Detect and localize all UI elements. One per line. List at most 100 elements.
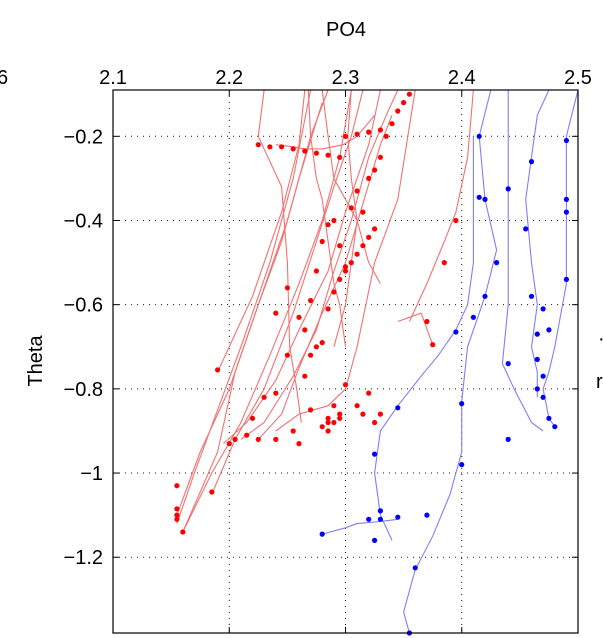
x-axis-partial-left-label: 6: [0, 67, 8, 89]
blue-series-line: [542, 89, 579, 428]
red-data-point: [377, 127, 383, 133]
red-data-point: [337, 243, 343, 249]
blue-data-point: [424, 512, 430, 518]
blue-data-point: [563, 137, 570, 144]
red-data-point: [302, 148, 308, 154]
blue-series-line: [403, 89, 498, 634]
y-axis-label: Theta: [25, 335, 47, 387]
blue-data-point: [319, 531, 325, 537]
blue-data-point: [563, 209, 570, 215]
red-data-point: [383, 133, 389, 139]
red-series-line: [176, 89, 329, 516]
red-data-point: [342, 268, 349, 274]
blue-data-point: [377, 508, 383, 514]
y-tick-label: −1: [80, 463, 103, 485]
red-series-line: [321, 89, 381, 284]
blue-data-point: [505, 186, 511, 192]
red-data-point: [267, 144, 273, 150]
red-data-point: [319, 238, 325, 245]
red-data-point: [354, 251, 360, 257]
red-data-point: [325, 222, 331, 228]
red-data-point: [325, 419, 331, 426]
blue-data-point: [476, 194, 482, 200]
red-data-point: [366, 175, 372, 181]
blue-data-point: [534, 356, 540, 362]
red-data-point: [313, 344, 319, 350]
plot-frame: [112, 89, 579, 634]
blue-data-point: [366, 516, 372, 522]
blue-data-point: [372, 451, 378, 457]
red-data-point: [261, 394, 267, 400]
red-data-point: [273, 310, 279, 316]
x-tick-label: 2.3: [332, 67, 360, 89]
red-data-point: [372, 419, 378, 426]
grid-lines: [113, 90, 578, 633]
red-series-line: [275, 114, 376, 150]
red-data-point: [290, 428, 296, 434]
red-series-line: [223, 89, 381, 445]
red-data-point: [337, 415, 343, 421]
y-tick-label: −0.2: [64, 126, 103, 148]
red-series-line: [257, 115, 393, 440]
red-data-point: [255, 436, 261, 442]
red-data-point: [249, 415, 256, 421]
red-data-point: [337, 276, 343, 282]
blue-data-point: [534, 331, 540, 337]
blue-data-point: [476, 133, 482, 139]
blue-data-point: [372, 537, 378, 544]
blue-data-point: [534, 386, 540, 392]
red-data-point: [366, 129, 372, 135]
blue-series-line: [525, 89, 550, 398]
red-data-point: [360, 243, 366, 249]
red-data-point: [313, 150, 319, 156]
red-series-line: [275, 89, 416, 432]
red-data-point: [360, 411, 366, 417]
right-partial-label-1: ·: [598, 328, 603, 350]
red-data-point: [319, 340, 325, 346]
red-data-point: [302, 327, 308, 333]
blue-data-point: [540, 394, 546, 400]
y-tick-label: −0.4: [64, 210, 103, 232]
blue-data-point: [482, 293, 488, 299]
blue-data-point: [482, 196, 488, 202]
red-data-point: [342, 133, 349, 139]
red-data-point: [313, 268, 319, 274]
y-tick-label: −1.2: [64, 547, 103, 569]
red-data-point: [430, 342, 436, 348]
red-data-point: [308, 297, 314, 304]
x-tick-label: 2.4: [448, 67, 476, 89]
red-data-point: [337, 411, 343, 417]
red-data-point: [377, 154, 383, 160]
red-data-point: [302, 373, 308, 379]
red-data-point: [441, 260, 447, 266]
red-data-point: [331, 419, 337, 426]
y-tick-label: −0.8: [64, 379, 103, 401]
red-series-line: [217, 89, 306, 373]
red-data-point: [180, 529, 186, 535]
red-series-line: [176, 89, 312, 524]
red-data-point: [337, 154, 343, 160]
blue-data-point: [459, 462, 465, 468]
y-tick-label: −0.6: [64, 295, 103, 317]
red-data-point: [284, 352, 290, 358]
red-data-point: [348, 205, 354, 211]
red-data-point: [296, 441, 302, 447]
blue-data-point: [528, 293, 535, 299]
red-data-point: [360, 209, 366, 215]
red-data-point: [424, 318, 430, 325]
red-data-point: [354, 131, 360, 137]
red-data-point: [273, 390, 279, 396]
red-data-point: [366, 234, 372, 240]
blue-data-point: [552, 424, 558, 430]
red-data-point: [284, 285, 290, 291]
blue-data-point: [546, 415, 552, 421]
blue-data-point: [377, 516, 383, 522]
red-data-point: [308, 352, 314, 358]
x-axis-ticks: 2.1 2.2 2.3 2.4 2.5: [99, 67, 592, 633]
red-data-point: [453, 217, 459, 224]
series-lines: [176, 89, 579, 634]
red-data-point: [319, 424, 325, 430]
blue-data-point: [563, 196, 570, 202]
red-data-point: [174, 506, 180, 512]
